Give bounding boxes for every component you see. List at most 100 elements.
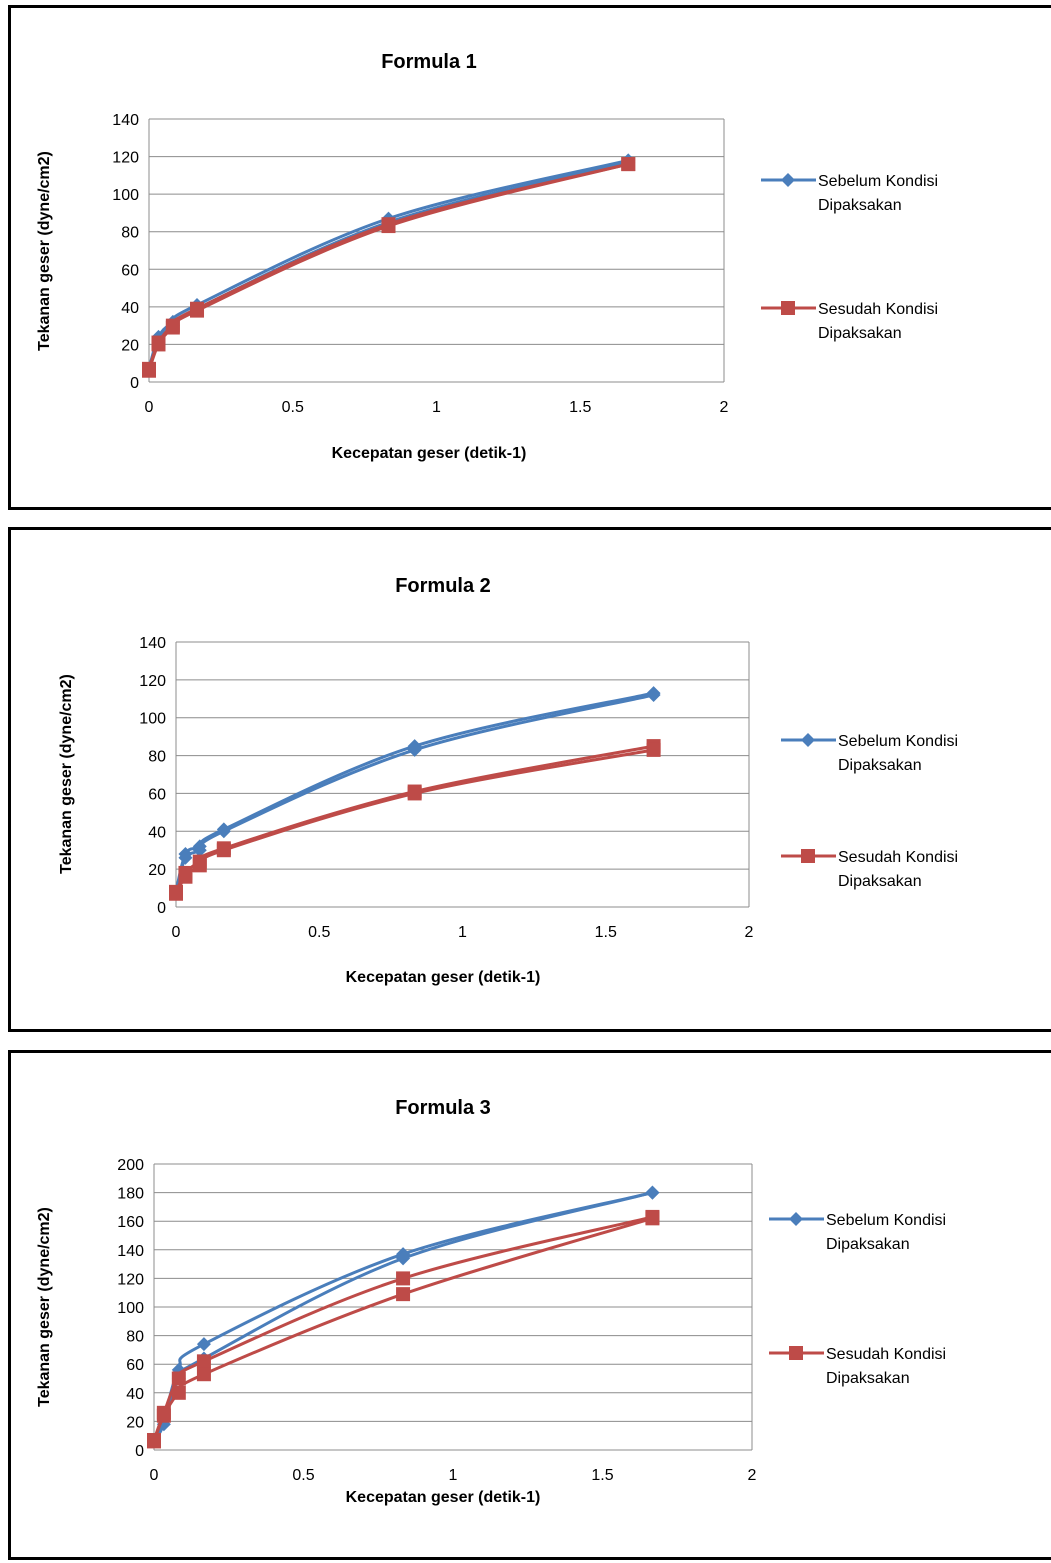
series-line [152,1191,653,1441]
legend-entry: Sebelum Kondisi Dipaksakan [761,173,938,214]
data-point [165,320,180,335]
x-tick-label: 0.5 [282,399,304,416]
data-point [192,858,207,873]
y-axis-title: Tekanan geser (dyne/cm2) [36,151,53,351]
x-tick-label: 2 [720,399,729,416]
x-tick-label: 1.5 [591,1467,613,1484]
y-tick-label: 0 [130,375,139,392]
data-point [156,1408,171,1423]
y-tick-label: 20 [148,862,166,879]
y-axis-title: Tekanan geser (dyne/cm2) [58,674,75,874]
y-tick-label: 140 [112,112,139,129]
data-point [196,1367,211,1382]
data-point [396,1251,411,1266]
series-line [147,158,629,370]
data-point [178,869,193,884]
x-tick-label: 1.5 [595,924,617,941]
y-tick-label: 20 [121,337,139,354]
y-tick-label: 100 [117,1300,144,1317]
y-tick-label: 100 [139,711,166,728]
data-point [216,843,231,858]
legend-entry: Sesudah Kondisi Dipaksakan [781,849,958,890]
series-sesudah [147,1209,660,1449]
y-tick-label: 120 [139,673,166,690]
y-tick-label: 80 [121,225,139,242]
data-point [171,1371,186,1386]
x-tick-label: 0 [150,1467,159,1484]
x-tick-label: 1 [449,1467,458,1484]
data-point [147,1434,161,1449]
x-axis-title: Kecepatan geser (detik-1) [332,445,527,462]
series-sesudah [169,739,661,901]
data-point [169,886,183,901]
y-tick-label: 120 [117,1271,144,1288]
data-point [381,219,396,234]
data-point [396,1287,411,1302]
legend-marker [801,849,815,863]
data-point [196,1354,211,1369]
y-tick-label: 160 [117,1214,144,1231]
data-point [407,786,422,801]
legend-marker [781,301,795,315]
chart-formula-2: Formula 2 0 20 40 60 80 100 120 140 0 0.5 1 1.5 2 Kece… [58,575,958,986]
series-sebelum [147,1185,660,1449]
data-point [646,688,661,702]
y-tick-label: 20 [126,1414,144,1431]
data-point [178,850,193,865]
data-point [396,1271,411,1286]
y-tick-label: 80 [126,1329,144,1346]
y-tick-label: 60 [121,262,139,279]
x-tick-label: 2 [748,1467,757,1484]
legend-label: Sesudah Kondisi Dipaksakan [826,1346,946,1387]
data-point [216,824,231,839]
series-line [147,162,629,370]
y-tick-label: 120 [112,150,139,167]
y-tick-label: 180 [117,1186,144,1203]
data-point [190,303,205,318]
data-point [151,337,166,352]
x-tick-label: 2 [745,924,754,941]
series-line [147,160,629,370]
y-tick-label: 140 [117,1243,144,1260]
data-point [407,742,422,757]
series-sebelum [169,686,661,899]
x-tick-label: 1 [432,399,441,416]
x-axis-title: Kecepatan geser (detik-1) [346,969,541,986]
y-tick-label: 60 [148,786,166,803]
chart-panel-formula-2: Formula 2 0 20 40 60 80 100 120 140 0 0.5 1 1.5 2 Kece… [8,527,1051,1032]
x-tick-label: 0.5 [292,1467,314,1484]
data-point [192,843,207,858]
legend-label: Sebelum Kondisi Dipaksakan [826,1212,946,1253]
y-tick-label: 140 [139,635,166,652]
series-line [152,1191,653,1443]
series-line [147,162,629,372]
legend-marker [781,173,795,187]
legend-entry: Sebelum Kondisi Dipaksakan [781,733,958,774]
y-tick-label: 60 [126,1357,144,1374]
legend-marker [789,1346,803,1360]
data-point [646,742,661,757]
y-tick-label: 0 [157,900,166,917]
legend-marker [789,1212,803,1226]
x-tick-label: 0.5 [308,924,330,941]
legend-entry: Sesudah Kondisi Dipaksakan [769,1346,946,1387]
data-point [645,1211,660,1226]
series-line [174,748,654,895]
x-tick-label: 0 [145,399,154,416]
legend-entry: Sesudah Kondisi Dipaksakan [761,301,938,342]
y-tick-label: 40 [148,824,166,841]
chart-title: Formula 3 [395,1097,491,1119]
y-tick-label: 0 [135,1443,144,1460]
x-tick-label: 1 [458,924,467,941]
data-point [142,363,156,378]
legend-label: Sesudah Kondisi Dipaksakan [818,301,938,342]
legend-label: Sebelum Kondisi Dipaksakan [838,733,958,774]
x-axis-title: Kecepatan geser (detik-1) [346,1489,541,1506]
y-tick-label: 100 [112,187,139,204]
x-tick-label: 0 [172,924,181,941]
series-sesudah [142,157,636,378]
chart-formula-3: Formula 3 0 20 40 60 80 100 120 140 160 180 200 0 0.5… [36,1097,946,1506]
data-point [645,1185,660,1200]
data-point [196,1337,211,1352]
chart-panel-formula-1: Formula 1 0 20 40 60 80 100 120 140 0 0.5 1 1.5 2 Kece… [8,5,1051,510]
